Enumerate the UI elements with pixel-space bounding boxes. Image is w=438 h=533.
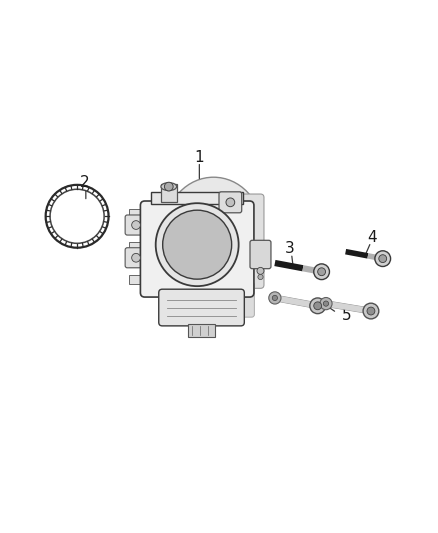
Ellipse shape [161,183,177,190]
FancyBboxPatch shape [170,282,254,317]
Bar [130,242,143,251]
Text: 2: 2 [80,175,90,190]
Bar [130,225,143,234]
Text: 5: 5 [342,308,352,324]
FancyBboxPatch shape [250,240,271,269]
Bar [188,324,215,337]
FancyBboxPatch shape [141,201,254,297]
Circle shape [258,274,263,280]
Bar [130,259,143,268]
Circle shape [272,295,278,301]
Circle shape [226,198,235,207]
Text: 4: 4 [367,230,377,245]
FancyBboxPatch shape [125,215,147,235]
Ellipse shape [166,177,261,280]
Circle shape [155,203,239,286]
Bar [151,192,243,204]
FancyBboxPatch shape [152,194,264,288]
Circle shape [132,221,141,229]
Text: 3: 3 [285,241,295,256]
FancyBboxPatch shape [159,289,244,326]
Circle shape [162,210,232,279]
Circle shape [363,303,379,319]
Circle shape [166,195,250,278]
Bar [130,209,143,217]
Circle shape [132,253,141,262]
Circle shape [314,264,329,280]
Circle shape [379,255,387,263]
Circle shape [314,302,321,310]
Circle shape [318,268,325,276]
FancyBboxPatch shape [125,248,147,268]
Circle shape [320,297,332,310]
Bar [130,275,143,284]
Circle shape [164,182,173,191]
Circle shape [323,301,328,306]
Circle shape [310,298,325,313]
Circle shape [269,292,281,304]
Bar [161,183,177,202]
Circle shape [375,251,391,266]
Circle shape [257,268,264,274]
FancyBboxPatch shape [219,192,242,213]
Circle shape [367,307,375,315]
Text: 1: 1 [194,150,204,165]
